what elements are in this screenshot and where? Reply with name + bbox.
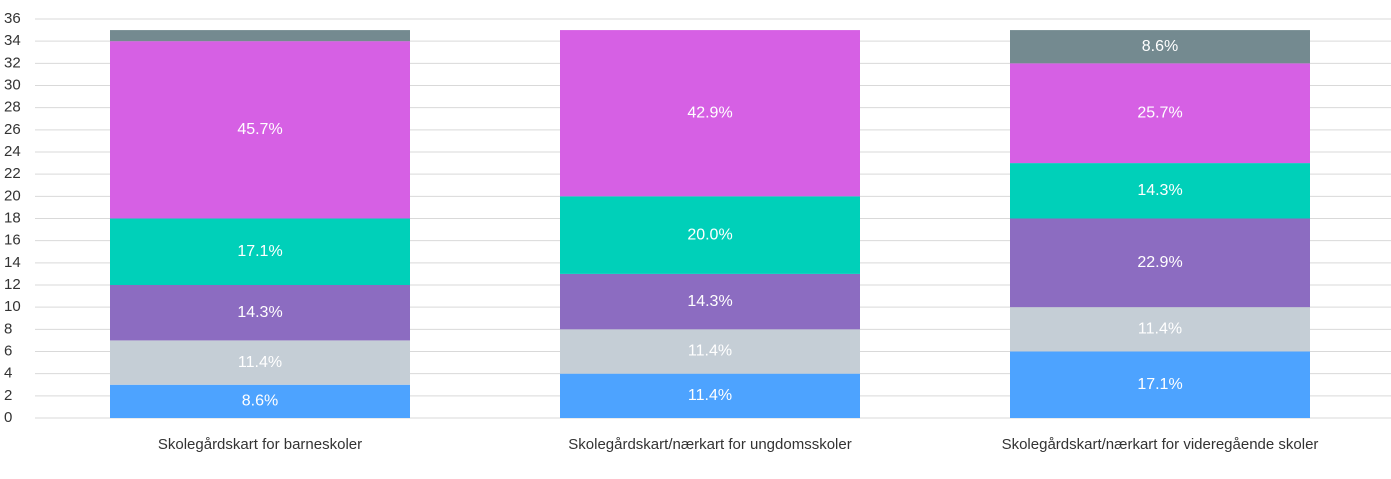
bar-segment	[560, 273, 860, 330]
y-tick-label: 26	[4, 121, 21, 138]
bar-segment	[1010, 307, 1310, 352]
y-tick-label: 8	[4, 320, 12, 337]
y-tick-label: 20	[4, 187, 21, 204]
bar-segment	[1010, 351, 1310, 418]
data-label: 11.4%	[238, 354, 282, 371]
y-tick-label: 2	[4, 387, 12, 404]
y-tick-label: 28	[4, 99, 21, 116]
data-label: 42.9%	[687, 104, 732, 121]
y-tick-label: 6	[4, 342, 12, 359]
data-label: 11.4%	[1138, 321, 1182, 338]
bar-segment	[1010, 63, 1310, 164]
bar-segment	[560, 373, 860, 418]
bar-segment	[110, 285, 410, 341]
bar-segment	[110, 340, 410, 385]
data-label: 20.0%	[687, 226, 732, 243]
y-tick-label: 24	[4, 143, 21, 160]
y-tick-label: 0	[4, 409, 12, 426]
y-tick-label: 16	[4, 232, 21, 249]
y-tick-label: 32	[4, 54, 21, 71]
bar-segment	[110, 41, 410, 219]
bar-segment	[110, 30, 410, 42]
data-label: 11.4%	[688, 343, 732, 360]
bar-segment	[560, 196, 860, 274]
y-tick-label: 10	[4, 298, 21, 315]
bar-segment	[110, 384, 410, 418]
data-label: 14.3%	[687, 293, 732, 310]
data-label: 25.7%	[1137, 104, 1182, 121]
y-tick-label: 12	[4, 276, 21, 293]
y-tick-label: 36	[4, 10, 21, 27]
data-label: 17.1%	[1137, 376, 1182, 393]
bar-segment	[110, 218, 410, 285]
data-label: 8.6%	[1142, 38, 1178, 55]
y-tick-label: 22	[4, 165, 21, 182]
bar-segment	[560, 329, 860, 374]
x-tick-label: Skolegårdskart/nærkart for ungdomsskoler	[568, 436, 852, 453]
y-tick-label: 18	[4, 209, 21, 226]
data-label: 17.1%	[237, 243, 282, 260]
bar-segment	[560, 30, 860, 197]
data-label: 22.9%	[1137, 254, 1182, 271]
data-label: 14.3%	[1137, 182, 1182, 199]
x-tick-label: Skolegårdskart/nærkart for videregående …	[1001, 436, 1319, 453]
data-label: 11.4%	[688, 387, 732, 404]
data-label: 14.3%	[237, 304, 282, 321]
y-tick-label: 34	[4, 32, 21, 49]
y-tick-label: 14	[4, 254, 21, 271]
data-label: 45.7%	[237, 121, 282, 138]
data-label: 8.6%	[242, 393, 278, 410]
bar-segment	[1010, 163, 1310, 219]
bar-segment	[1010, 30, 1310, 64]
y-tick-label: 30	[4, 76, 21, 93]
bar-segment	[1010, 218, 1310, 308]
y-tick-label: 4	[4, 365, 12, 382]
x-tick-label: Skolegårdskart for barneskoler	[157, 436, 363, 453]
